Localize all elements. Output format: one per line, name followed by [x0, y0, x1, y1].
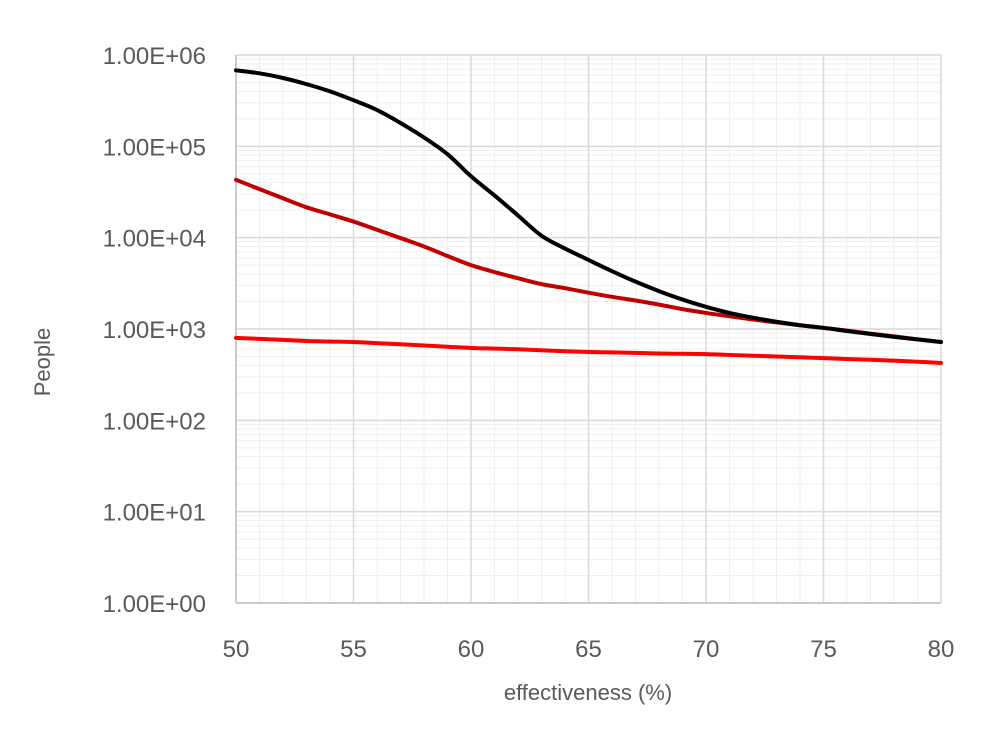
series-lines [234, 68, 943, 365]
y-tick-label: 1.00E+01 [103, 500, 206, 527]
x-tick-label: 80 [928, 636, 955, 663]
y-tick-labels: 1.00E+00 1.00E+01 1.00E+02 1.00E+03 1.00E+04… [103, 43, 206, 618]
x-tick-labels: 50 55 60 65 70 75 80 [223, 636, 955, 663]
x-tick-label: 65 [575, 636, 602, 663]
y-tick-label: 1.00E+02 [103, 408, 206, 435]
x-tick-label: 75 [810, 636, 837, 663]
y-tick-label: 1.00E+00 [103, 591, 206, 618]
axes [235, 55, 941, 604]
x-axis-title: effectiveness (%) [504, 680, 672, 705]
x-tick-label: 50 [223, 636, 250, 663]
y-tick-label: 1.00E+06 [103, 43, 206, 70]
series-line-black [234, 68, 943, 345]
x-tick-label: 60 [458, 636, 485, 663]
x-tick-label: 55 [340, 636, 367, 663]
y-tick-label: 1.00E+05 [103, 134, 206, 161]
series-line-bright-red [234, 335, 943, 365]
x-tick-label: 70 [693, 636, 720, 663]
y-axis-title: People [30, 328, 55, 397]
y-tick-label: 1.00E+03 [103, 317, 206, 344]
y-tick-label: 1.00E+04 [103, 226, 206, 253]
